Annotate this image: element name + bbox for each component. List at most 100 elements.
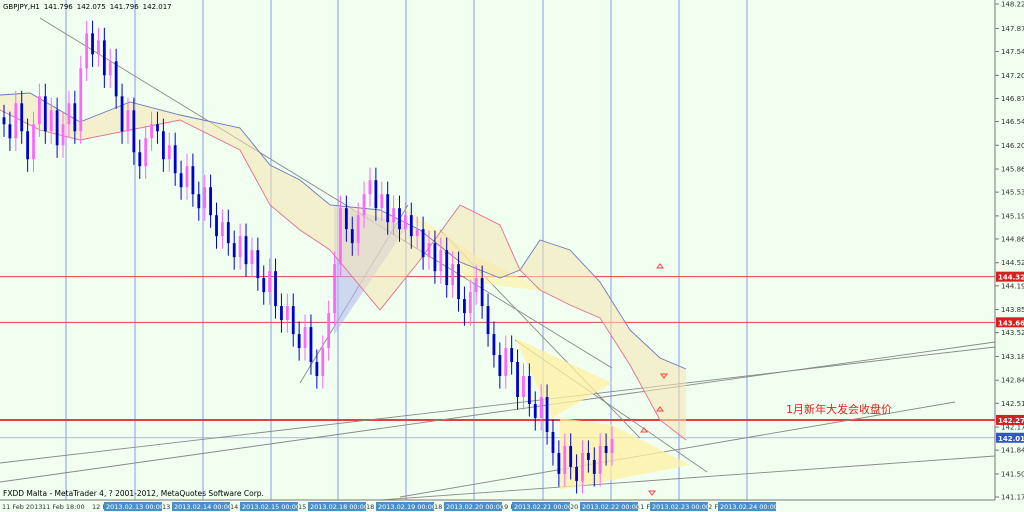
candle-body-70 (415, 229, 419, 237)
candle-body-50 (297, 334, 301, 349)
level-label-1: 143.668 (998, 319, 1024, 327)
candle-body-43 (256, 250, 260, 279)
x-tick-label-2: 12 F (92, 503, 106, 511)
candle-body-68 (403, 215, 407, 230)
y-tick-label-15: 143.180 (1001, 353, 1024, 361)
candle-body-77 (457, 264, 460, 300)
candle-body-4 (26, 131, 30, 160)
time-label-bg-5 (444, 502, 502, 511)
x-tick-label-5: 15 F (298, 503, 312, 511)
level-label-0: 144.321 (998, 274, 1024, 282)
candle-body-54 (321, 348, 325, 377)
y-tick-label-17: 142.510 (1001, 400, 1024, 408)
time-label-bg-0 (104, 502, 162, 511)
candle-body-12 (73, 103, 77, 132)
candle-body-93 (551, 431, 555, 453)
y-tick-label-12: 144.190 (1001, 282, 1024, 290)
candle-body-80 (474, 278, 478, 293)
candle-body-69 (409, 215, 413, 237)
time-label-4: 2013.02.19 00:00 (378, 503, 436, 511)
y-tick-label-3: 147.200 (1001, 72, 1024, 80)
candle-body-39 (232, 243, 236, 258)
x-tick-label-10: 21 F (636, 503, 650, 511)
candle-body-83 (492, 334, 496, 356)
price-axis[interactable]: 148.220 147.870 147.540 147.200 146.870 146.5… (995, 1, 1024, 502)
level-annotation: 1月新年大发会收盘价 (786, 402, 892, 416)
time-label-2: 2013.02.15 00:00 (242, 503, 300, 511)
candle-body-30 (179, 173, 183, 188)
candle-body-32 (191, 166, 195, 195)
candle-body-91 (539, 397, 543, 418)
candle-body-71 (421, 229, 425, 258)
time-label-bg-4 (376, 502, 434, 511)
candle-body-72 (427, 243, 431, 258)
candle-body-66 (392, 208, 395, 223)
time-axis[interactable]: 11 Feb 2013 11 Feb 18:00 12 F 13 Fe 14 F 15 F… (2, 502, 778, 511)
candle-body-15 (91, 33, 94, 55)
candle-body-98 (581, 452, 584, 481)
x-tick-label-11: 22 F (704, 503, 718, 511)
copyright-text: FXDD Malta - MetaTrader 4, ? 2001-2012, … (3, 489, 264, 498)
candle-body-90 (533, 403, 537, 418)
candle-body-87 (516, 362, 519, 398)
time-label-bg-7 (580, 502, 638, 511)
candle-body-92 (545, 397, 549, 432)
chart-header: GBPJPY,H1 141.796 142.075 141.796 142.017 (3, 3, 172, 11)
trend-line-4 (399, 401, 956, 498)
candle-body-63 (374, 180, 378, 209)
x-tick-label-4: 14 F (230, 503, 244, 511)
level-labels: 144.321 143.668 142.272 142.017 (996, 271, 1024, 443)
y-tick-label-10: 144.860 (1001, 235, 1024, 243)
y-tick-label-6: 146.200 (1001, 142, 1024, 150)
y-tick-label-8: 145.530 (1001, 189, 1024, 197)
current-price-label-bg (996, 432, 1024, 443)
time-label-3: 2013.02.18 00:00 (310, 503, 368, 511)
candle-body-18 (108, 61, 112, 76)
y-tick-label-18: 142.170 (1001, 424, 1024, 432)
y-tick-label-2: 147.540 (1001, 48, 1024, 56)
y-tick-label-16: 142.840 (1001, 377, 1024, 385)
arrow-2 (656, 406, 664, 412)
x-tick-label-1: 11 Feb 18:00 (42, 503, 85, 511)
time-label-6: 2013.02.21 00:00 (514, 503, 572, 511)
x-tick-label-7: 18 (434, 503, 442, 511)
candle-body-86 (510, 348, 514, 363)
candle-body-31 (185, 166, 189, 188)
level-label-bg-2 (996, 414, 1024, 425)
time-label-bg-2 (240, 502, 298, 511)
candle-body-6 (38, 96, 41, 125)
arrow-3 (640, 427, 648, 433)
candle-body-42 (250, 250, 254, 265)
candle-body-23 (138, 152, 142, 167)
time-label-bg-3 (308, 502, 366, 511)
triangle-2 (560, 418, 690, 490)
candle-body-62 (368, 180, 372, 195)
candle-body-89 (527, 376, 531, 404)
candle-body-22 (132, 110, 136, 153)
y-tick-label-20: 141.500 (1001, 470, 1024, 478)
candles (2, 20, 614, 494)
candle-body-3 (20, 103, 24, 132)
candle-body-81 (480, 278, 484, 307)
candle-body-2 (14, 103, 18, 139)
candle-body-84 (498, 355, 502, 377)
candle-body-55 (327, 313, 331, 349)
candle-body-41 (244, 236, 248, 265)
x-tick-label-8: 19 F (500, 503, 514, 511)
candle-body-65 (386, 194, 390, 223)
candle-body-44 (262, 278, 266, 293)
candle-body-14 (85, 33, 89, 69)
candle-body-97 (575, 466, 578, 481)
candle-body-85 (504, 348, 508, 377)
candle-body-7 (43, 96, 47, 132)
triangle-1 (515, 338, 612, 418)
candle-body-21 (126, 110, 130, 132)
time-label-5: 2013.02.20 00:00 (446, 503, 504, 511)
candle-body-73 (433, 243, 437, 272)
candle-body-76 (451, 264, 455, 286)
candle-body-82 (486, 306, 490, 335)
candle-body-102 (604, 445, 608, 453)
y-tick-label-5: 146.540 (1001, 118, 1024, 126)
